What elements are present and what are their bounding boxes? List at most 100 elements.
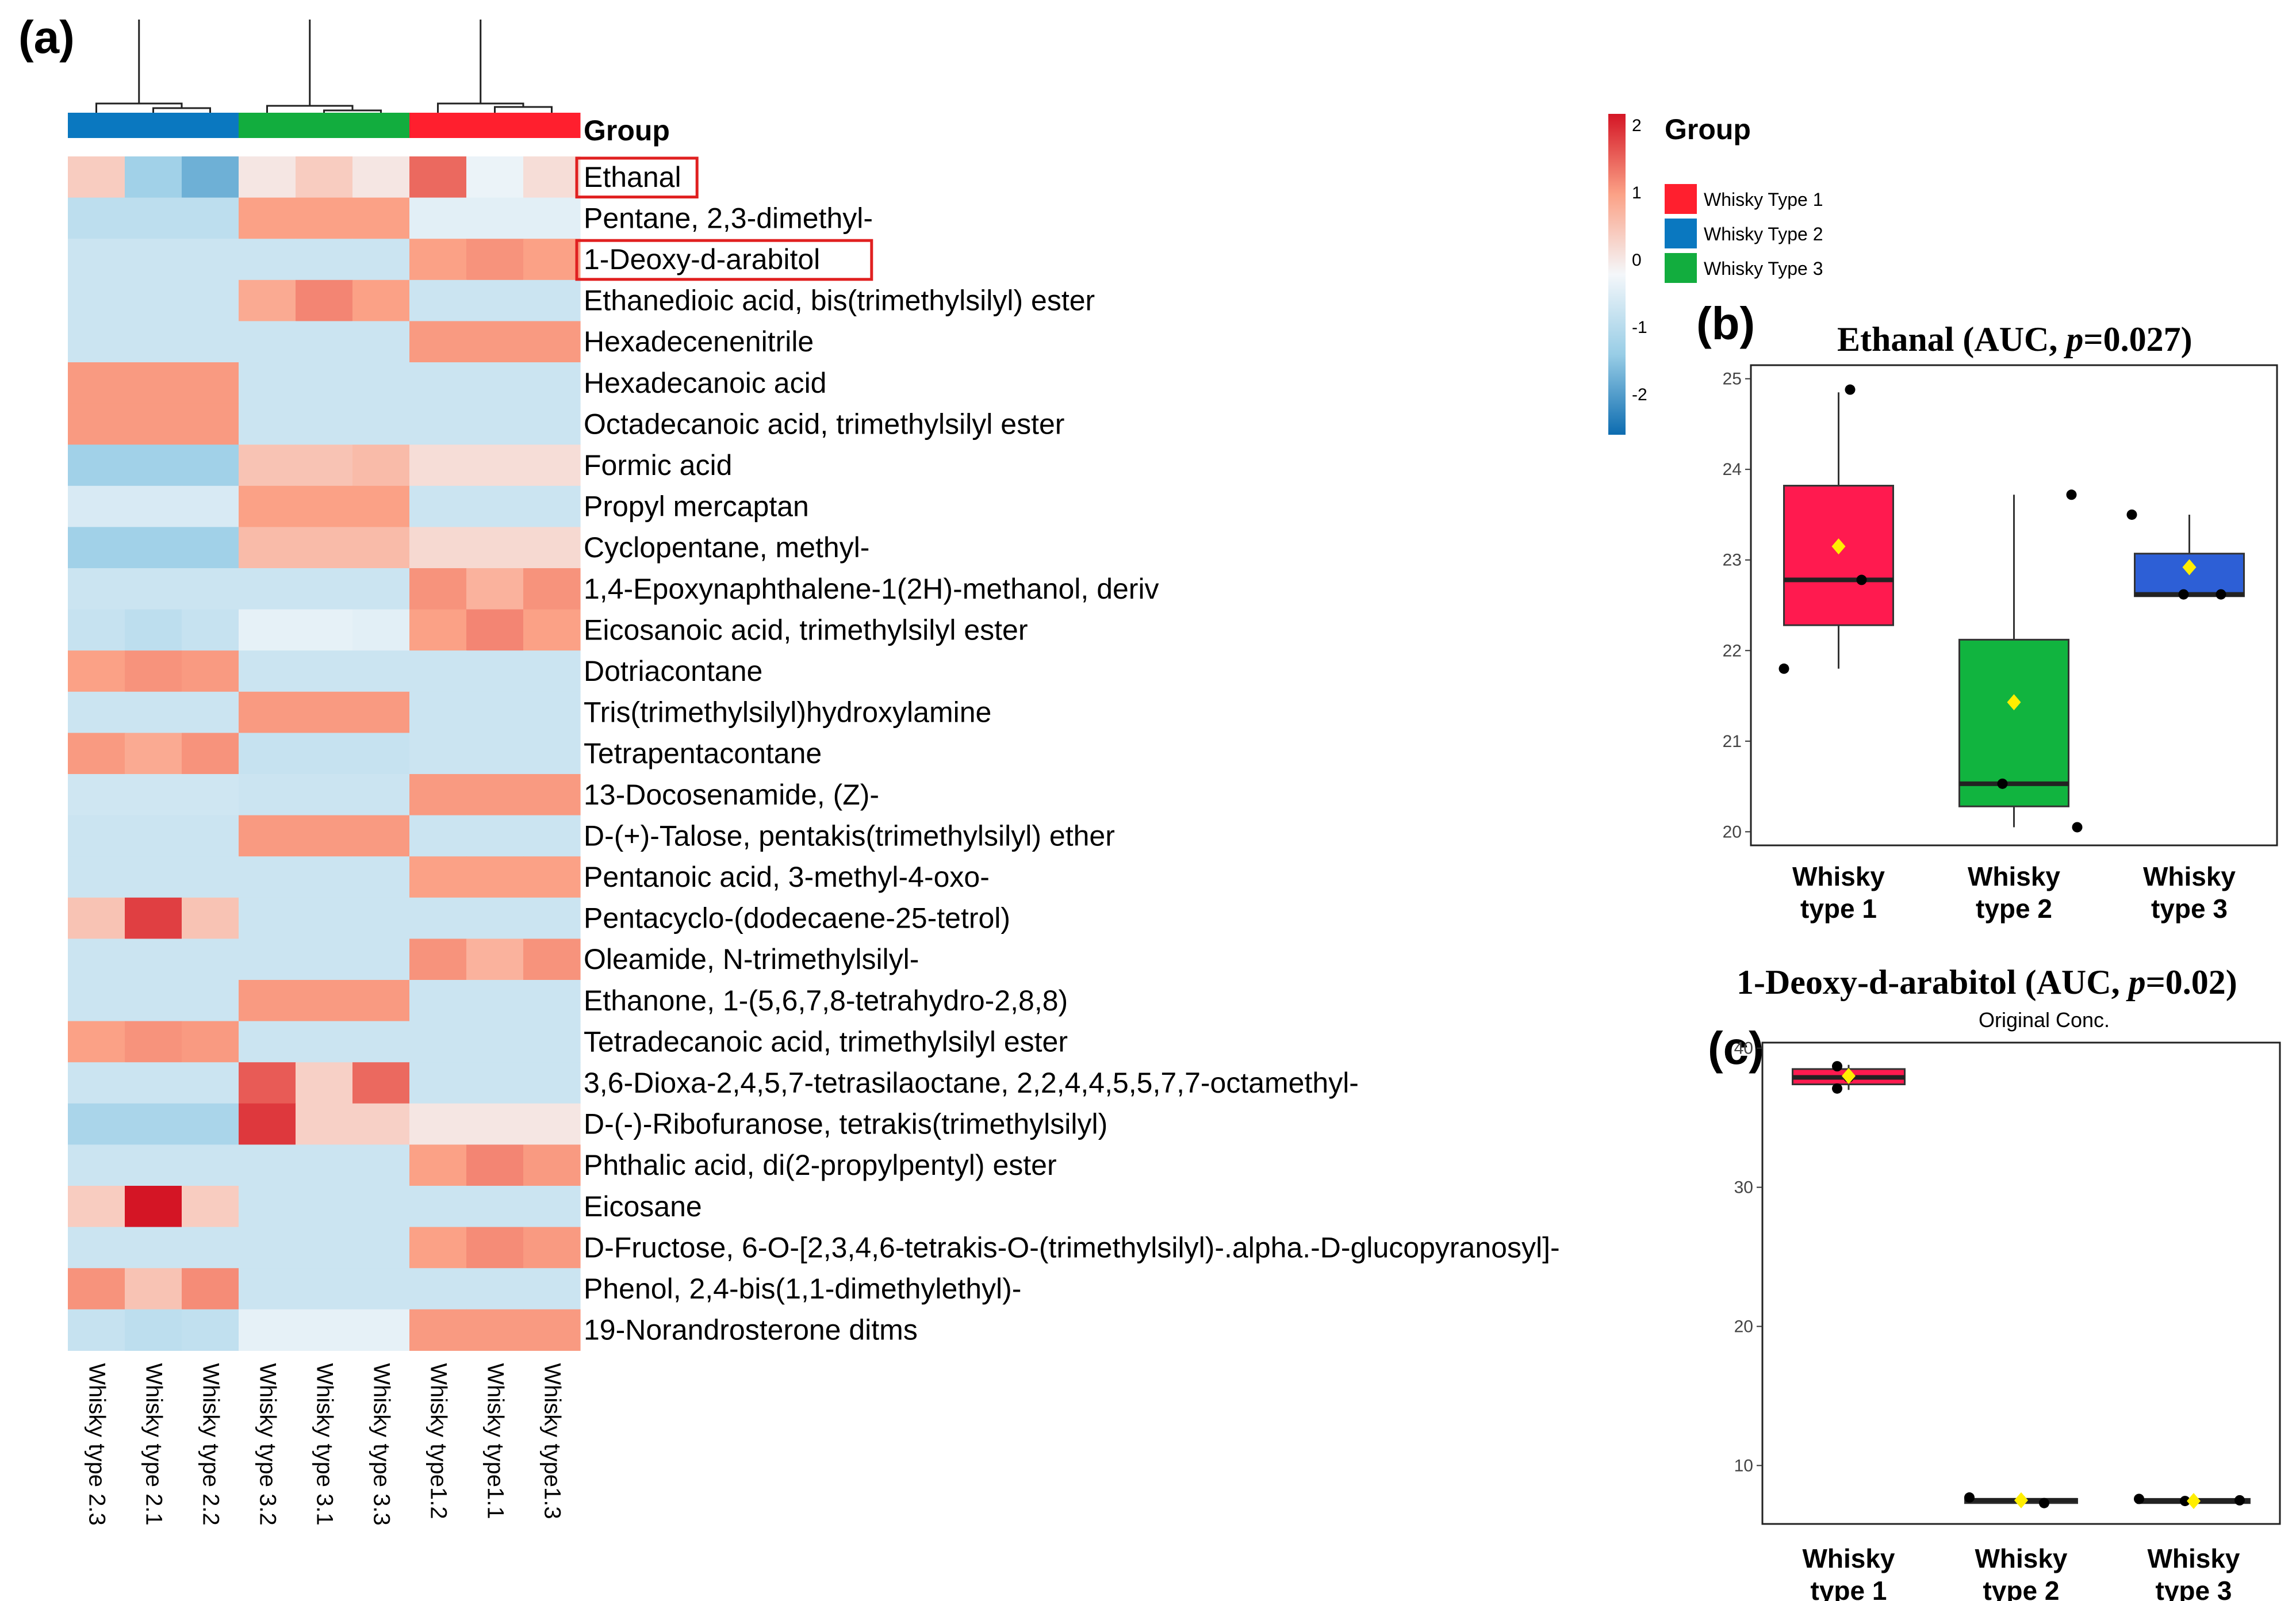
heatmap-cell	[239, 609, 296, 651]
heatmap-cell	[352, 445, 410, 487]
heatmap-cell	[182, 568, 239, 610]
heatmap-cell	[352, 939, 410, 980]
heatmap-cell	[466, 650, 524, 692]
heatmap-cell	[352, 980, 410, 1022]
data-point	[2126, 509, 2137, 520]
legend-swatch-type1	[1665, 184, 1697, 214]
color-scale-ticks: 2 1 0 -1 -2	[1626, 116, 1647, 404]
heatmap-cell	[239, 527, 296, 569]
color-scale-tick-label: 2	[1632, 116, 1642, 135]
column-label: Whisky type 3.1	[312, 1363, 338, 1525]
heatmap-cell	[182, 733, 239, 775]
color-scale-tick-label: -2	[1632, 385, 1647, 404]
row-highlight-box	[575, 156, 699, 199]
heatmap-cell	[239, 1268, 296, 1310]
heatmap-cell	[125, 1144, 182, 1186]
heatmap-cell	[68, 1309, 125, 1351]
heatmap-cell	[68, 362, 125, 404]
heatmap-cell	[352, 897, 410, 939]
heatmap-cell	[296, 733, 353, 775]
heatmap-cell	[523, 939, 581, 980]
heatmap-cell	[352, 1021, 410, 1063]
row-label: 13-Docosenamide, (Z)-	[584, 779, 879, 811]
x-category-label: Whisky	[2143, 861, 2236, 891]
heatmap-cell	[466, 197, 524, 239]
heatmap-cell	[125, 691, 182, 733]
heatmap-cell	[182, 1021, 239, 1063]
heatmap-cell	[125, 1309, 182, 1351]
heatmap-cell	[523, 774, 581, 816]
heatmap-cell	[523, 650, 581, 692]
heatmap-cell	[466, 1309, 524, 1351]
heatmap-cell	[466, 856, 524, 898]
heatmap-cell	[68, 609, 125, 651]
row-label: Cyclopentane, methyl-	[584, 531, 869, 564]
y-tick-label: 10	[1734, 1456, 1753, 1475]
heatmap-cell	[296, 1186, 353, 1228]
heatmap-cell	[296, 527, 353, 569]
heatmap-cell	[352, 321, 410, 363]
heatmap-cell	[352, 815, 410, 857]
heatmap-cell	[296, 1062, 353, 1104]
heatmap-cell	[409, 568, 467, 610]
x-category-label: type 1	[1811, 1576, 1887, 1601]
heatmap-cell	[239, 650, 296, 692]
heatmap-cell	[68, 980, 125, 1022]
heatmap-cell	[296, 403, 353, 445]
heatmap-cell	[239, 279, 296, 321]
heatmap-cell	[352, 1186, 410, 1228]
heatmap-cell	[182, 1062, 239, 1104]
heatmap-cell	[239, 1062, 296, 1104]
heatmap-cell	[523, 1186, 581, 1228]
row-label: D-(-)-Ribofuranose, tetrakis(trimethylsi…	[584, 1108, 1107, 1140]
heatmap-cell	[409, 239, 467, 281]
heatmap-cell	[239, 197, 296, 239]
heatmap-cell	[409, 939, 467, 980]
heatmap-cell	[409, 856, 467, 898]
legend-swatch-type2	[1665, 219, 1697, 248]
heatmap-cell	[352, 774, 410, 816]
heatmap-cell	[352, 1103, 410, 1145]
dendrogram-branch	[323, 109, 382, 113]
heatmap-cell	[296, 321, 353, 363]
row-label: Oleamide, N-trimethylsilyl-	[584, 943, 919, 975]
group-bar-type3	[296, 113, 353, 138]
heatmap-cell	[409, 403, 467, 445]
heatmap-cell	[68, 279, 125, 321]
boxplot-b-title: Ethanal (AUC, p=0.027)	[1837, 320, 2192, 358]
row-label: Phthalic acid, di(2-propylpentyl) ester	[584, 1149, 1057, 1181]
row-label: Ethanedioic acid, bis(trimethylsilyl) es…	[584, 285, 1095, 317]
heatmap-cell	[409, 815, 467, 857]
heatmap-cell	[125, 1103, 182, 1145]
group-annotation-bar	[68, 113, 581, 138]
data-point	[1832, 1061, 1842, 1072]
heatmap-cell	[352, 362, 410, 404]
legend-label: Whisky Type 3	[1704, 258, 1823, 279]
heatmap-cell	[523, 1021, 581, 1063]
heatmap-cell	[182, 1103, 239, 1145]
heatmap-cell	[125, 156, 182, 198]
heatmap-cell	[409, 321, 467, 363]
heatmap-cell	[239, 815, 296, 857]
heatmap-cell	[296, 609, 353, 651]
data-point	[2180, 1496, 2190, 1507]
row-label: Ethanal	[584, 161, 681, 193]
heatmap-cell	[182, 156, 239, 198]
row-label: Pentacyclo-(dodecaene-25-tetrol)	[584, 902, 1010, 934]
heatmap-cell	[409, 1144, 467, 1186]
heatmap-cell	[239, 321, 296, 363]
data-point	[2134, 1493, 2144, 1504]
row-label: 1-Deoxy-d-arabitol	[584, 243, 820, 275]
heatmap-cell	[352, 279, 410, 321]
x-category-label: Whisky	[2147, 1543, 2240, 1573]
heatmap-cell	[239, 403, 296, 445]
heatmap-cell	[466, 980, 524, 1022]
heatmap-cell	[125, 774, 182, 816]
column-label: Whisky type 2.2	[198, 1363, 224, 1525]
panel-label-b: (b)	[1696, 298, 1755, 349]
color-scale-tick-label: -1	[1632, 318, 1647, 337]
heatmap-cell	[68, 897, 125, 939]
heatmap-cell	[296, 568, 353, 610]
heatmap-cell	[239, 733, 296, 775]
mean-marker	[2014, 1492, 2028, 1508]
